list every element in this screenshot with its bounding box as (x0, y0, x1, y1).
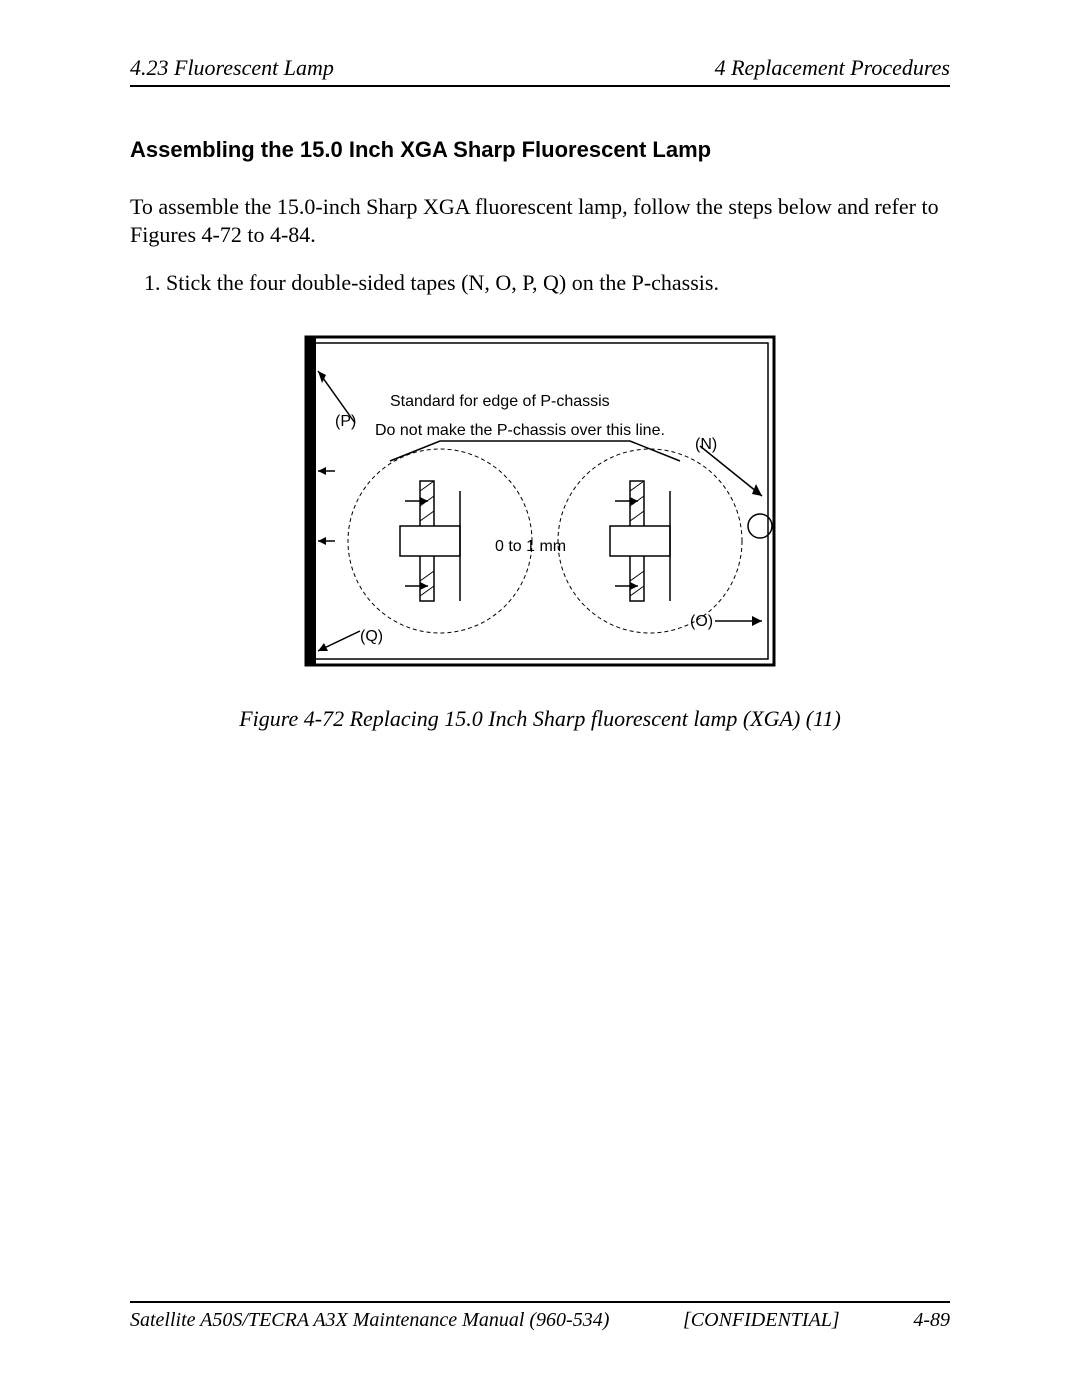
footer-right: 4-89 (913, 1309, 950, 1332)
diagram-text-line: Do not make the P-chassis over this line… (375, 422, 665, 439)
diagram-label-o: (O) (690, 613, 713, 630)
diagram-label-p: (P) (335, 413, 356, 430)
section-title: Assembling the 15.0 Inch XGA Sharp Fluor… (130, 137, 950, 163)
footer-left: Satellite A50S/TECRA A3X Maintenance Man… (130, 1309, 609, 1332)
page-footer: Satellite A50S/TECRA A3X Maintenance Man… (130, 1301, 950, 1332)
step-1: 1. Stick the four double-sided tapes (N,… (130, 270, 950, 296)
diagram-label-q: (Q) (360, 628, 383, 645)
header-right: 4 Replacement Procedures (715, 55, 950, 81)
diagram-label-n: (N) (695, 436, 717, 453)
diagram-text-standard: Standard for edge of P-chassis (390, 393, 610, 410)
diagram-text-mm: 0 to 1 mm (495, 538, 566, 555)
figure-container: Standard for edge of P-chassis (P) Do no… (130, 331, 950, 676)
diagram-svg: Standard for edge of P-chassis (P) Do no… (300, 331, 780, 671)
intro-paragraph: To assemble the 15.0-inch Sharp XGA fluo… (130, 193, 950, 248)
header-left: 4.23 Fluorescent Lamp (130, 55, 334, 81)
figure-caption: Figure 4-72 Replacing 15.0 Inch Sharp fl… (130, 706, 950, 732)
footer-center: [CONFIDENTIAL] (683, 1309, 840, 1332)
page-header: 4.23 Fluorescent Lamp 4 Replacement Proc… (130, 55, 950, 87)
